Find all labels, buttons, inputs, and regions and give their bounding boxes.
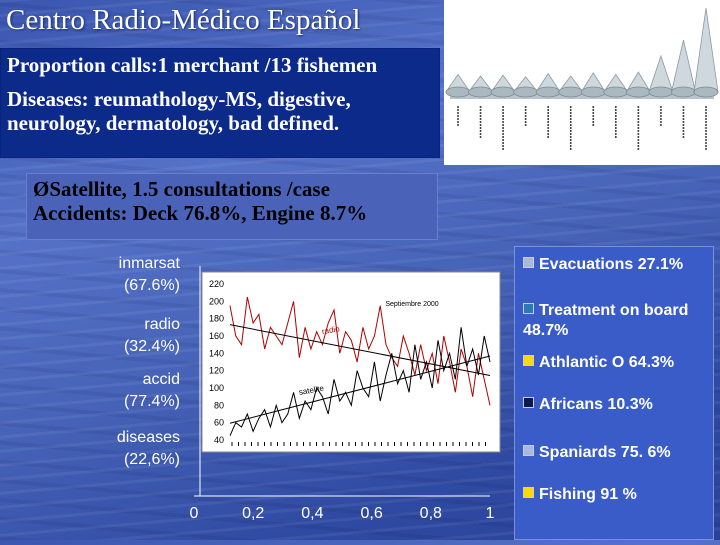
cone-chart-svg	[445, 7, 719, 150]
legend-label: Africans 10.3%	[539, 396, 653, 413]
category-value-label: (67.6%)	[124, 277, 180, 294]
x-tick-label: 0,8	[420, 505, 442, 522]
info-box-calls: Proportion calls:1 merchant /13 fishemen…	[0, 48, 440, 158]
inset-y-tick: 140	[209, 348, 224, 358]
info-line-proportion: Proportion calls:1 merchant /13 fishemen	[7, 53, 378, 77]
legend-item: Spaniards 75. 6%	[523, 443, 713, 463]
cone-chart	[444, 0, 720, 165]
cone-bar	[490, 74, 516, 98]
cone-bar	[445, 73, 471, 98]
inset-y-tick: 60	[214, 418, 224, 428]
category-label: radio	[144, 316, 180, 333]
inset-y-tick: 120	[209, 366, 224, 376]
bar-chart: inmarsat (67.6%) radio (32.4%) accid (77.4%) d…	[88, 246, 510, 540]
inset-title: Septiembre 2000	[385, 301, 438, 308]
info-line-satellite: ØSatellite, 1.5 consultations /case	[33, 177, 330, 201]
legend-item: Evacuations 27.1%	[523, 255, 713, 275]
legend-item: Africans 10.3%	[523, 395, 713, 415]
inset-y-tick: 160	[209, 331, 224, 341]
x-tick-label: 0,4	[301, 505, 323, 522]
x-tick-label: 0,6	[360, 505, 382, 522]
legend-swatch	[523, 397, 534, 408]
page-title: Centro Radio-Médico Español	[6, 4, 361, 36]
legend-swatch	[523, 487, 534, 498]
satelite-trend	[229, 355, 491, 424]
legend-label: Evacuations 27.1%	[539, 256, 684, 273]
info-line-diseases: Diseases: reumathology-MS, digestive, ne…	[7, 87, 351, 135]
category-value-label: (32.4%)	[124, 338, 180, 355]
inset-y-tick: 100	[209, 383, 224, 393]
legend-label: Fishing 91 %	[539, 486, 637, 503]
legend-label: Spaniards 75. 6%	[539, 444, 671, 461]
inset-y-tick: 40	[214, 435, 224, 445]
inset-y-tick: 200	[209, 296, 224, 306]
inset-panel	[201, 271, 501, 453]
info-line-accidents: Accidents: Deck 76.8%, Engine 8.7%	[33, 201, 368, 225]
legend-label: Treatment on board 48.7%	[523, 302, 689, 339]
legend-item: Fishing 91 %	[523, 485, 713, 505]
category-label: diseases	[117, 429, 180, 446]
inset-series-line	[229, 296, 491, 406]
cone-bar	[603, 73, 629, 98]
category-value-label: (77.4%)	[124, 393, 180, 410]
cone-bar	[693, 7, 719, 98]
cone-bar	[648, 54, 674, 98]
bar-chart-svg: inmarsat (67.6%) radio (32.4%) accid (77.4%) d…	[117, 255, 501, 522]
x-tick-label: 0	[190, 505, 199, 522]
inset-series-label: satelite	[298, 384, 325, 397]
cone-bar	[467, 75, 494, 98]
x-tick-label: 1	[486, 505, 495, 522]
inset-series-label: radio	[321, 324, 341, 336]
legend-item: Athlantic O 64.3%	[523, 353, 713, 373]
legend-swatch	[523, 445, 534, 456]
cone-bar	[535, 72, 561, 98]
cone-bar	[512, 76, 539, 98]
info-box-satellite: ØSatellite, 1.5 consultations /case Acci…	[26, 173, 438, 240]
legend-swatch	[523, 257, 534, 268]
x-tick-label: 0,2	[242, 505, 264, 522]
legend-swatch	[523, 303, 534, 314]
inset-series-line	[229, 327, 491, 436]
legend-swatch	[523, 355, 534, 366]
cone-bar	[625, 71, 652, 98]
cone-bar	[557, 75, 584, 98]
legend-item: Treatment on board 48.7%	[523, 301, 713, 341]
cone-bar	[580, 72, 606, 98]
category-label: inmarsat	[119, 255, 181, 272]
inset-line-chart: 220 200 180 160 140 120 100 80 60 40 Septiembre 20…	[201, 271, 501, 453]
inset-y-tick: 80	[214, 400, 224, 410]
category-value-label: (22,6%)	[124, 451, 180, 468]
legend-label: Athlantic O 64.3%	[539, 354, 675, 371]
legend-box: Evacuations 27.1% Treatment on board 48.7…	[514, 246, 714, 540]
inset-y-tick: 180	[209, 314, 224, 324]
inset-y-tick: 220	[209, 279, 224, 289]
cone-bar	[670, 39, 696, 98]
category-label: accid	[143, 371, 180, 388]
